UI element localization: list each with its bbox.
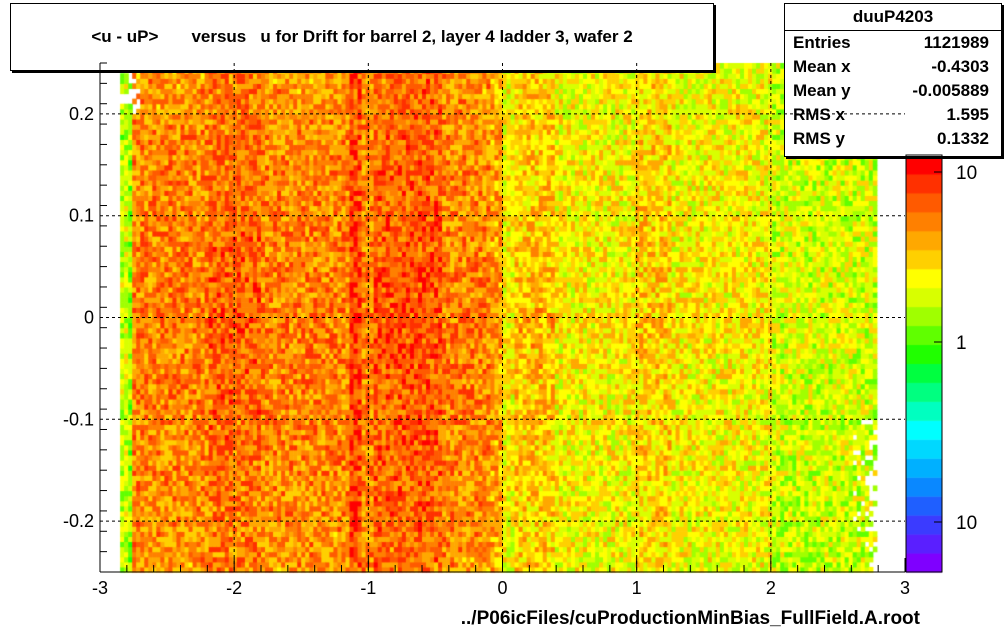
stats-label: Mean x [793,57,851,76]
stats-label: RMS y [793,129,845,148]
x-tick-label: 1 [632,578,642,598]
y-tick-label: 0 [84,308,94,328]
colorbar-tick-label: 1 [956,333,967,354]
colorbar-frame [905,154,943,573]
stats-box: duuP4203 Entries 1121989 Mean x -0.4303 … [784,3,1002,157]
stats-value: -0.005889 [912,81,989,100]
x-tick-label: -2 [226,578,242,598]
x-tick-label: -1 [360,578,376,598]
colorbar-tick-label: 10 [956,513,977,534]
x-tick-label: 3 [900,578,910,598]
stats-row-rms-x: RMS x 1.595 [785,103,1001,127]
chart-title: <u - uP> versus u for Drift for barrel 2… [10,3,714,71]
stats-value: 0.1332 [937,129,989,148]
stats-value: -0.4303 [931,57,989,76]
y-tick-label: 0.2 [69,104,94,124]
colorbar-tick-label: 10 [956,163,977,184]
y-tick-label: 0.1 [69,206,94,226]
stats-label: Mean y [793,81,851,100]
stats-label: Entries [793,33,851,52]
x-axis-label: ../P06icFiles/cuProductionMinBias_FullFi… [460,608,920,629]
stats-row-rms-y: RMS y 0.1332 [785,127,1001,151]
stats-value: 1.595 [946,105,989,124]
stats-row-mean-y: Mean y -0.005889 [785,79,1001,103]
stats-value: 1121989 [923,33,989,52]
y-tick-label: -0.1 [63,409,94,429]
stats-label: RMS x [793,105,845,124]
stats-row-entries: Entries 1121989 [785,31,1001,55]
x-tick-label: 0 [497,578,507,598]
stats-row-mean-x: Mean x -0.4303 [785,55,1001,79]
stats-histogram-name: duuP4203 [785,4,1001,31]
x-tick-label: -3 [92,578,108,598]
x-tick-label: 2 [766,578,776,598]
y-tick-label: -0.2 [63,511,94,531]
